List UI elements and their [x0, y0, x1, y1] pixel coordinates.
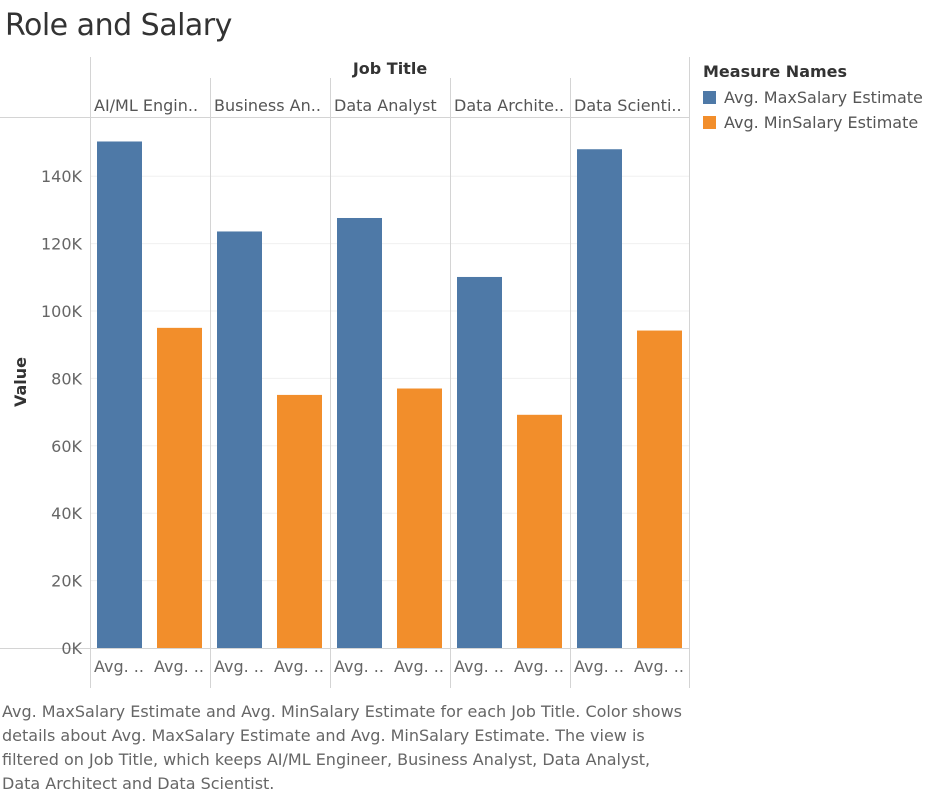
bar-label: Avg. .. — [514, 657, 564, 676]
column-header-label: Job Title — [352, 59, 428, 78]
legend-item-min[interactable]: Avg. MinSalary Estimate — [703, 110, 923, 135]
bar — [457, 276, 502, 648]
legend-swatch-min — [703, 116, 716, 129]
bar-label: Avg. .. — [394, 657, 444, 676]
y-axis-ticks: 0K 20K 40K 60K 80K 100K 120K 140K — [41, 167, 83, 658]
bar — [157, 327, 202, 648]
category-label: AI/ML Engin.. — [94, 96, 198, 115]
bar-label: Avg. .. — [214, 657, 264, 676]
bar-label: Avg. .. — [274, 657, 324, 676]
y-tick-label: 20K — [51, 572, 82, 591]
bar — [637, 330, 682, 648]
bars — [97, 141, 682, 649]
bar — [577, 149, 622, 649]
y-tick-label: 40K — [51, 504, 82, 523]
legend-label-max: Avg. MaxSalary Estimate — [724, 88, 923, 107]
legend-label-min: Avg. MinSalary Estimate — [724, 113, 919, 132]
chart-title: Role and Salary — [5, 8, 232, 43]
bar — [337, 217, 382, 648]
legend-title: Measure Names — [703, 62, 848, 81]
chart-frame — [0, 57, 690, 688]
y-tick-label: 80K — [51, 369, 82, 388]
y-tick-label: 100K — [41, 302, 83, 321]
legend: Measure Names Avg. MaxSalary Estimate Av… — [703, 62, 923, 135]
bar-label: Avg. .. — [574, 657, 624, 676]
bar-labels: Avg. .. Avg. .. Avg. .. Avg. .. Avg. .. Avg. … — [94, 657, 684, 676]
legend-item-max[interactable]: Avg. MaxSalary Estimate — [703, 85, 923, 110]
bar-label: Avg. .. — [94, 657, 144, 676]
bar — [277, 394, 322, 648]
bar — [217, 231, 262, 648]
category-label: Data Scienti.. — [574, 96, 682, 115]
legend-swatch-max — [703, 91, 716, 104]
category-label: Data Analyst — [334, 96, 437, 115]
bar — [397, 388, 442, 648]
category-labels: AI/ML Engin.. Business An.. Data Analyst Da… — [94, 96, 682, 115]
bar-label: Avg. .. — [634, 657, 684, 676]
bar — [517, 414, 562, 648]
bar-label: Avg. .. — [454, 657, 504, 676]
y-tick-label: 60K — [51, 437, 82, 456]
bar — [97, 141, 142, 648]
y-axis-label: Value — [11, 357, 30, 407]
y-tick-label: 0K — [61, 639, 82, 658]
bar-label: Avg. .. — [334, 657, 384, 676]
y-tick-label: 140K — [41, 167, 83, 186]
category-label: Business An.. — [214, 96, 321, 115]
category-label: Data Archite.. — [454, 96, 564, 115]
chart-caption: Avg. MaxSalary Estimate and Avg. MinSala… — [2, 702, 682, 793]
y-tick-label: 120K — [41, 235, 83, 254]
bar-label: Avg. .. — [154, 657, 204, 676]
